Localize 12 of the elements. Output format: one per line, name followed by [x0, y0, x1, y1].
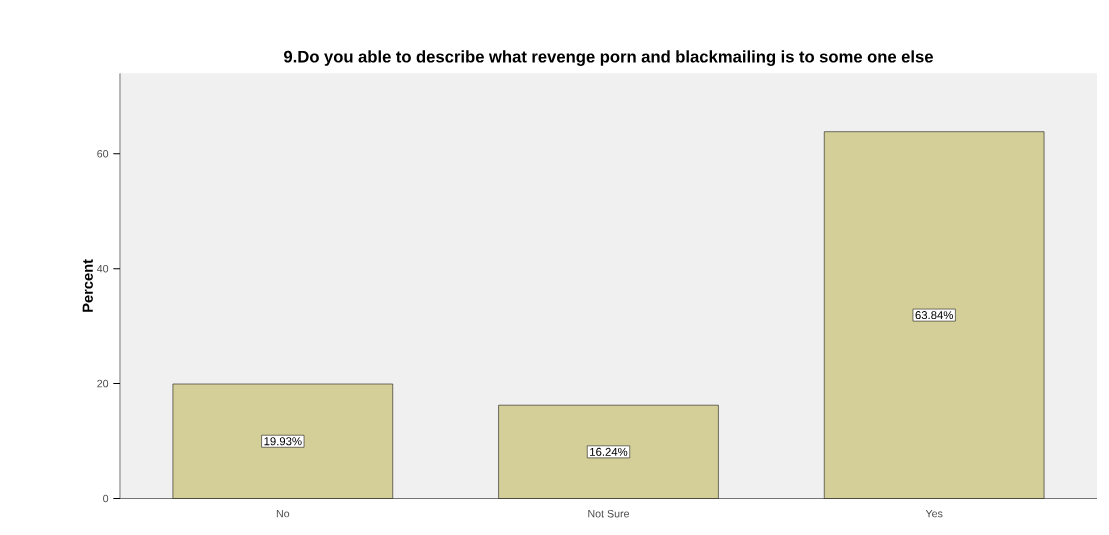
x-tick-label: Not Sure	[588, 510, 630, 518]
data-label: 63.84%	[915, 311, 953, 320]
y-axis-title: Percent	[82, 259, 93, 313]
chart-title: 9.Do you able to describe what revenge porn and blackmailing is to some one else	[284, 50, 933, 67]
x-tick-label: No	[276, 510, 290, 518]
x-tick-label: Yes	[925, 510, 943, 518]
y-tick-label: 60	[97, 150, 109, 158]
y-tick-label: 40	[96, 265, 109, 273]
y-tick-label: 20	[97, 380, 109, 388]
data-label: 16.24%	[590, 448, 628, 457]
y-tick-label: 0	[103, 494, 109, 503]
data-label: 19.93%	[264, 437, 302, 446]
